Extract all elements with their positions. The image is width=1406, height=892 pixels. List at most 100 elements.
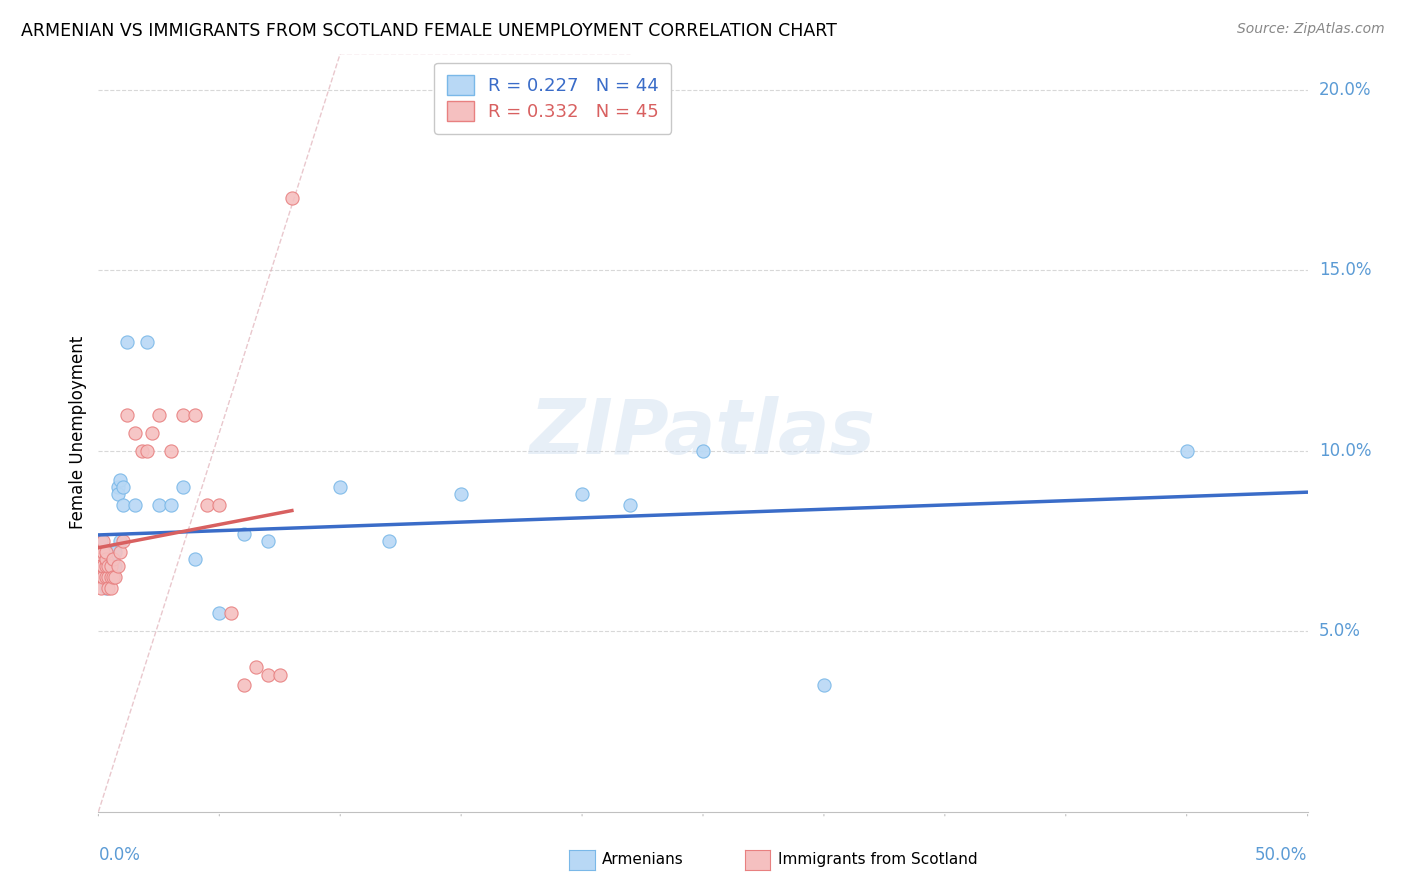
Point <box>94 545 117 559</box>
Text: 0.0%: 0.0% <box>98 847 141 864</box>
Legend: R = 0.227   N = 44, R = 0.332   N = 45: R = 0.227 N = 44, R = 0.332 N = 45 <box>434 62 672 134</box>
Text: 10.0%: 10.0% <box>1319 442 1371 459</box>
Point <box>221 606 243 620</box>
Point <box>245 660 267 674</box>
Point <box>100 570 122 584</box>
Point <box>90 545 112 559</box>
Point <box>90 552 112 566</box>
Point <box>195 498 218 512</box>
Point <box>148 498 170 512</box>
Point <box>94 577 117 591</box>
Point <box>619 498 641 512</box>
Point <box>124 498 146 512</box>
Point <box>100 570 122 584</box>
Point <box>329 480 352 494</box>
Point <box>107 480 129 494</box>
Point <box>101 570 124 584</box>
Text: 15.0%: 15.0% <box>1319 261 1371 279</box>
Point <box>90 533 112 548</box>
Point <box>90 570 112 584</box>
Point <box>108 533 131 548</box>
Point <box>97 556 120 570</box>
Point <box>94 570 117 584</box>
Point <box>172 408 194 422</box>
Point <box>101 552 124 566</box>
Point <box>91 552 114 566</box>
Point <box>124 425 146 440</box>
Point <box>117 335 139 350</box>
Point <box>107 559 129 574</box>
Point <box>97 559 120 574</box>
Point <box>90 570 112 584</box>
Point <box>101 570 124 584</box>
Point <box>107 487 129 501</box>
Text: ZIPatlas: ZIPatlas <box>530 396 876 469</box>
Text: 20.0%: 20.0% <box>1319 80 1371 99</box>
Point <box>90 559 112 574</box>
Point <box>256 667 278 681</box>
Point <box>104 570 127 584</box>
Point <box>148 408 170 422</box>
Point <box>117 408 139 422</box>
Point <box>571 487 593 501</box>
Point <box>94 559 117 574</box>
Point <box>184 552 207 566</box>
Y-axis label: Female Unemployment: Female Unemployment <box>69 336 87 529</box>
Point <box>100 549 122 563</box>
Point <box>184 408 207 422</box>
Point <box>141 425 163 440</box>
Point <box>208 498 231 512</box>
Point <box>104 545 127 559</box>
Point <box>450 487 472 501</box>
Point <box>94 559 117 574</box>
Point <box>91 570 114 584</box>
Point <box>208 606 231 620</box>
Point <box>111 533 134 548</box>
Point <box>160 443 183 458</box>
Point <box>269 667 291 681</box>
Point <box>94 552 117 566</box>
Text: 50.0%: 50.0% <box>1256 847 1308 864</box>
Point <box>90 552 112 566</box>
Point <box>281 191 304 205</box>
Point <box>100 559 122 574</box>
Point <box>135 443 157 458</box>
Point <box>94 581 117 595</box>
Point <box>108 473 131 487</box>
Point <box>91 570 114 584</box>
Point <box>97 549 120 563</box>
Text: Immigrants from Scotland: Immigrants from Scotland <box>778 853 977 867</box>
Point <box>91 559 114 574</box>
Point <box>90 581 112 595</box>
Point <box>160 498 183 512</box>
Point <box>100 581 122 595</box>
Point <box>90 559 112 574</box>
Text: Armenians: Armenians <box>602 853 683 867</box>
Point <box>232 526 254 541</box>
Point <box>97 570 120 584</box>
Point <box>91 533 114 548</box>
Text: 5.0%: 5.0% <box>1319 623 1361 640</box>
Point <box>232 678 254 692</box>
Point <box>108 545 131 559</box>
Point <box>91 545 114 559</box>
Point <box>131 443 153 458</box>
Point <box>111 498 134 512</box>
Text: ARMENIAN VS IMMIGRANTS FROM SCOTLAND FEMALE UNEMPLOYMENT CORRELATION CHART: ARMENIAN VS IMMIGRANTS FROM SCOTLAND FEM… <box>21 22 837 40</box>
Point <box>91 545 114 559</box>
Point <box>111 480 134 494</box>
Point <box>256 533 278 548</box>
Point <box>94 570 117 584</box>
Point <box>172 480 194 494</box>
Point <box>90 552 112 566</box>
Point <box>91 559 114 574</box>
Point <box>692 443 714 458</box>
Point <box>90 570 112 584</box>
Point <box>101 545 124 559</box>
Point <box>97 581 120 595</box>
Point <box>377 533 399 548</box>
Point <box>104 559 127 574</box>
Point <box>135 335 157 350</box>
Point <box>1175 443 1198 458</box>
Text: Source: ZipAtlas.com: Source: ZipAtlas.com <box>1237 22 1385 37</box>
